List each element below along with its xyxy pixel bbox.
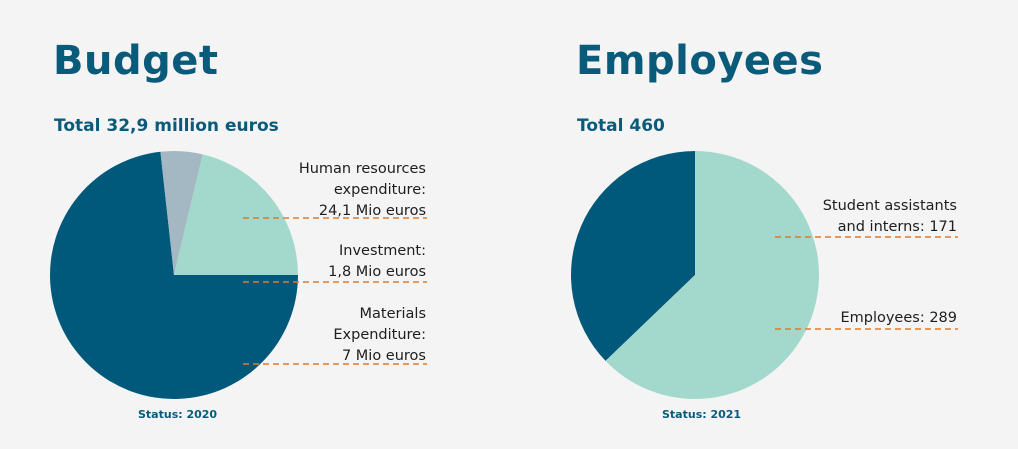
employees-status-footnote: Status: 2021 xyxy=(662,408,742,421)
pie-slice xyxy=(49,151,298,399)
employees-title: Employees xyxy=(576,38,824,84)
slice-label: Materials Expenditure: 7 Mio euros xyxy=(333,306,426,364)
slice-label: Student assistants and interns: 171 xyxy=(823,198,957,235)
budget-subtitle: Total 32,9 million euros xyxy=(54,116,279,136)
budget-status-footnote: Status: 2020 xyxy=(138,408,218,421)
slice-label: Investment: 1,8 Mio euros xyxy=(328,243,426,280)
employees-subtitle: Total 460 xyxy=(577,116,665,136)
pie-slice xyxy=(160,151,203,275)
employees-panel: Employees Total 460 Student assistants an… xyxy=(509,0,1018,449)
pie-slice xyxy=(174,154,298,275)
budget-pie-chart: Human resources expenditure: 24,1 Mio euro… xyxy=(49,151,427,399)
budget-panel: Budget Total 32,9 million euros Human re… xyxy=(49,38,427,421)
slice-label: Human resources expenditure: 24,1 Mio euro… xyxy=(299,161,426,219)
pie-slice xyxy=(571,151,695,361)
budget-title: Budget xyxy=(53,38,219,84)
pie-slice xyxy=(605,151,819,399)
employees-pie-chart: Student assistants and interns: 171 Employ… xyxy=(571,151,958,399)
slice-label: Employees: 289 xyxy=(840,310,957,326)
